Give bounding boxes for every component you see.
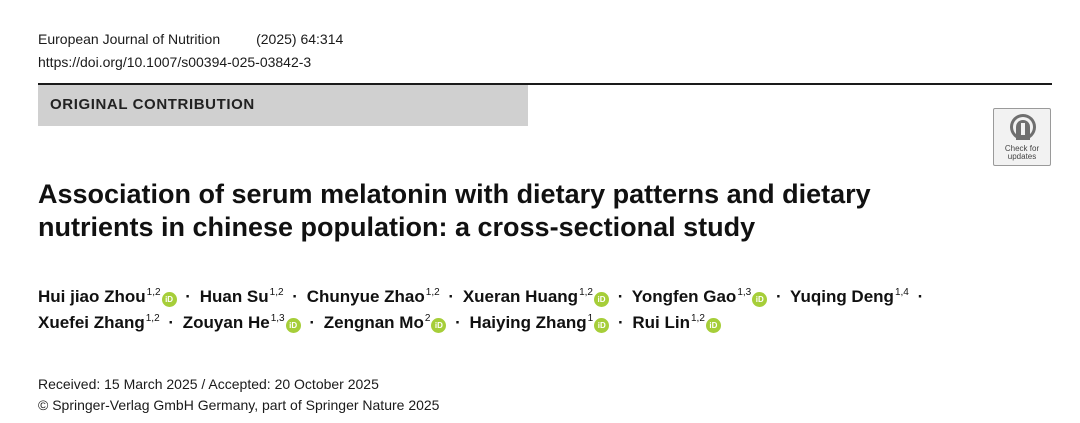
- author-name[interactable]: Yongfen Gao: [631, 287, 737, 306]
- affiliation: 1,4: [894, 287, 909, 298]
- author-separator: ·: [917, 287, 924, 306]
- header-rule: [38, 83, 1052, 85]
- section-banner: ORIGINAL CONTRIBUTION: [38, 85, 528, 126]
- author-separator: ·: [168, 313, 175, 332]
- orcid-icon[interactable]: iD: [705, 318, 721, 333]
- orcid-icon[interactable]: iD: [594, 318, 610, 333]
- copyright-notice: © Springer-Verlag GmbH Germany, part of …: [38, 397, 440, 413]
- author-name[interactable]: Xuefei Zhang: [38, 313, 145, 332]
- affiliation: 2: [424, 313, 431, 324]
- affiliation: 1,2: [690, 313, 705, 324]
- title-line-1: Association of serum melatonin with diet…: [38, 179, 871, 209]
- section-label: ORIGINAL CONTRIBUTION: [50, 96, 255, 113]
- author-name[interactable]: Zengnan Mo: [323, 313, 424, 332]
- author-separator: ·: [617, 313, 624, 332]
- author-separator: ·: [185, 287, 191, 306]
- orcid-icon[interactable]: iD: [285, 318, 301, 333]
- author-name[interactable]: Xueran Huang: [462, 287, 579, 306]
- journal-name: European Journal of Nutrition: [38, 31, 221, 47]
- affiliation: 1,2: [425, 287, 440, 298]
- orcid-icon[interactable]: iD: [161, 292, 177, 307]
- orcid-icon[interactable]: iD: [593, 292, 609, 307]
- author-name[interactable]: Hui jiao Zhou: [38, 287, 146, 306]
- author-name[interactable]: Chunyue Zhao: [306, 287, 425, 306]
- author-separator: ·: [309, 313, 315, 332]
- title-line-2: nutrients in chinese population: a cross…: [38, 212, 756, 242]
- author-separator: ·: [292, 287, 298, 306]
- author-separator: ·: [448, 287, 455, 306]
- affiliation: 1,3: [270, 313, 285, 324]
- author-separator: ·: [617, 287, 624, 306]
- received-accepted-dates: Received: 15 March 2025 / Accepted: 20 O…: [38, 376, 379, 392]
- affiliation: 1,3: [737, 287, 752, 298]
- affiliation: 1,2: [145, 313, 160, 324]
- author-line-1: Hui jiao Zhou1,2iD · Huan Su1,2 · Chunyu…: [38, 284, 1048, 310]
- check-for-updates-button[interactable]: Check for updates: [993, 108, 1051, 166]
- author-name[interactable]: Huan Su: [199, 287, 269, 306]
- affiliation: 1: [587, 313, 594, 324]
- author-name[interactable]: Yuqing Deng: [790, 287, 894, 306]
- author-name[interactable]: Zouyan He: [182, 313, 270, 332]
- affiliation: 1,2: [269, 287, 284, 298]
- orcid-icon[interactable]: iD: [431, 318, 447, 333]
- affiliation: 1,2: [146, 287, 161, 298]
- author-list: Hui jiao Zhou1,2iD · Huan Su1,2 · Chunyu…: [38, 284, 1048, 336]
- affiliation: 1,2: [579, 287, 593, 298]
- author-separator: ·: [775, 287, 782, 306]
- author-name[interactable]: Haiying Zhang: [469, 313, 587, 332]
- doi-link[interactable]: https://doi.org/10.1007/s00394-025-03842…: [38, 54, 312, 70]
- author-line-2: Xuefei Zhang1,2 · Zouyan He1,3iD · Zengn…: [38, 310, 1048, 336]
- author-name[interactable]: Rui Lin: [632, 313, 690, 332]
- crossmark-icon: [1010, 114, 1036, 140]
- journal-citation: European Journal of Nutrition (2025) 64:3…: [38, 30, 343, 48]
- author-separator: ·: [455, 313, 461, 332]
- article-title: Association of serum melatonin with diet…: [38, 178, 1038, 244]
- crossmark-label: Check for updates: [1004, 144, 1040, 161]
- volume-info: (2025) 64:314: [256, 31, 344, 47]
- orcid-icon[interactable]: iD: [752, 292, 768, 307]
